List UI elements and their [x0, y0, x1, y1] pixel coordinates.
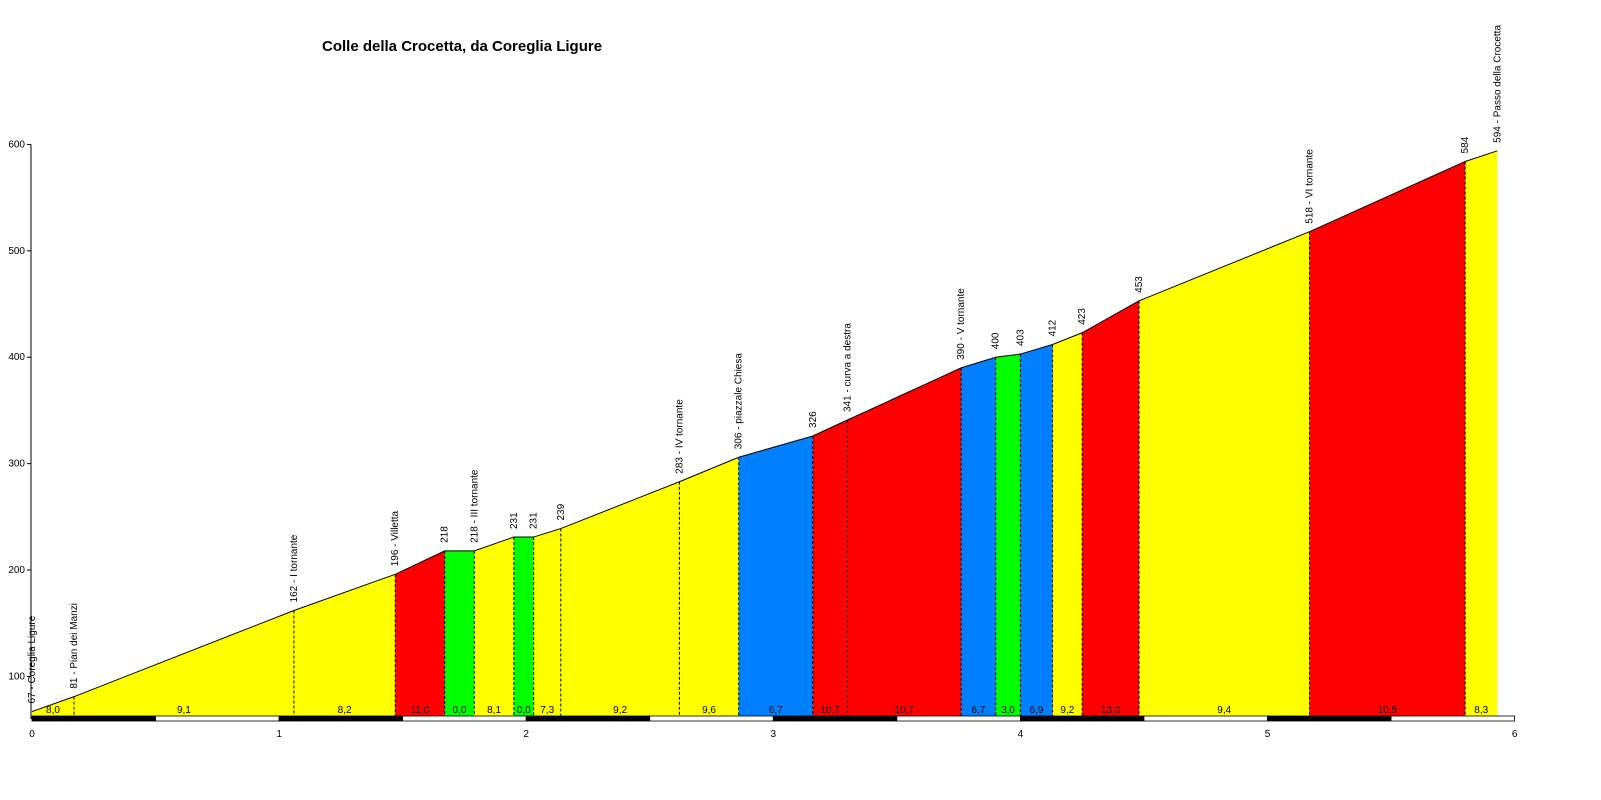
x-tick-label: 3: [771, 729, 777, 740]
distance-bar-block: [1020, 715, 1145, 722]
grade-label: 10,7: [820, 705, 840, 716]
profile-line: [31, 150, 1498, 713]
point-label: 218: [440, 526, 451, 543]
segment-fills: [32, 150, 1498, 720]
point-label: 283 - IV tornante: [674, 399, 685, 474]
segment-fill: [1082, 300, 1140, 719]
segment-fill: [847, 367, 962, 719]
point-label: 518 - VI tornante: [1305, 149, 1316, 224]
point-label: 423: [1077, 308, 1088, 325]
segment-dividers: [73, 161, 1466, 719]
distance-bar-block: [649, 715, 774, 722]
grade-label: 3,0: [1001, 705, 1015, 716]
segment-fill: [560, 481, 680, 719]
segment-fill: [1309, 161, 1466, 720]
point-label: 239: [556, 503, 567, 520]
grade-label: 9,6: [702, 705, 716, 716]
y-tick-label: 100: [8, 671, 25, 682]
grade-label: 9,4: [1217, 705, 1231, 716]
grade-label: 11,0: [411, 705, 430, 716]
segment-fill: [1052, 332, 1083, 719]
point-label: 400: [991, 332, 1002, 349]
point-label: 67 - Coreglia Ligure: [27, 615, 38, 703]
y-tick-label: 500: [8, 246, 25, 257]
segment-fill: [1139, 231, 1310, 720]
point-label: 326: [808, 411, 819, 428]
segment-fill: [679, 457, 739, 719]
segment-fill: [738, 435, 813, 719]
grade-label: 0,0: [453, 705, 467, 716]
segment-fill: [961, 357, 996, 719]
point-label: 81 - Pian dei Manzi: [69, 603, 80, 689]
distance-bar-block: [1267, 715, 1392, 722]
distance-bar-block: [772, 715, 898, 722]
y-tick-label: 400: [8, 352, 25, 363]
point-label: 218 - III tornante: [469, 469, 480, 543]
segment-fill: [395, 550, 445, 719]
distance-bar-block: [525, 715, 651, 722]
grade-label: 0,0: [517, 705, 531, 716]
grade-label: 10,5: [1378, 705, 1398, 716]
grade-labels: 8,0 9,1 8,2 11,0 0,0 8,1 0,0 7,3 9,2 9,6 6,7 10,7 10…: [46, 705, 1489, 716]
point-label: 403: [1015, 329, 1026, 346]
point-label: 306 - piazzale Chiesa: [734, 353, 745, 450]
grade-label: 9,2: [1060, 705, 1074, 716]
axes: 100 200 300 400 500 600 0 1 2 3 4 5 6: [8, 139, 1518, 740]
grade-label: 8,2: [338, 705, 352, 716]
segment-fill: [474, 537, 514, 719]
distance-bar-block: [402, 715, 527, 722]
segment-fill: [1465, 150, 1498, 720]
y-tick-label: 200: [8, 565, 25, 576]
x-tick-label: 4: [1018, 729, 1024, 740]
x-tick-label: 1: [276, 729, 282, 740]
point-label: 390 - V tornante: [956, 288, 967, 360]
point-label: 162 - I tornante: [289, 534, 300, 602]
x-tick-label: 2: [523, 729, 529, 740]
x-tick-label: 6: [1512, 729, 1518, 740]
segment-fill: [32, 696, 75, 719]
segment-fill: [513, 537, 534, 719]
segment-fill: [74, 610, 294, 719]
grade-label: 8,0: [46, 705, 60, 716]
segment-fill: [812, 420, 848, 719]
grade-label: 13,0: [1101, 705, 1121, 716]
segment-fill: [995, 354, 1021, 719]
segment-fill: [293, 574, 396, 719]
grade-label: 6,9: [1030, 705, 1044, 716]
grade-label: 7,3: [540, 705, 554, 716]
y-tick-label: 300: [8, 459, 25, 470]
distance-bar-block: [155, 715, 280, 722]
distance-bar-block: [1143, 715, 1268, 722]
point-label: 231: [529, 512, 540, 529]
x-tick-label: 0: [29, 729, 35, 740]
segment-fill: [533, 528, 561, 719]
point-label: 231: [509, 512, 520, 529]
chart-title: Colle della Crocetta, da Coreglia Ligure: [322, 38, 603, 55]
grade-label: 6,7: [971, 705, 985, 716]
grade-label: 8,1: [487, 705, 501, 716]
grade-label: 8,3: [1474, 705, 1488, 716]
profile-line-group: [31, 150, 1498, 713]
grade-label: 9,2: [613, 705, 627, 716]
point-label: 412: [1048, 319, 1059, 336]
segment-fill: [444, 550, 475, 719]
distance-bar-block: [1390, 715, 1516, 722]
point-labels: 67 - Coreglia Ligure 81 - Pian dei Manzi 1…: [27, 25, 1503, 704]
point-label: 196 - Villetta: [390, 510, 401, 566]
point-label: 453: [1134, 276, 1145, 293]
distance-bar-block: [278, 715, 404, 722]
grade-label: 9,1: [177, 705, 191, 716]
point-label: 594 - Passo della Crocetta: [1492, 25, 1503, 143]
segment-fill: [1020, 344, 1053, 719]
distance-bar-block: [896, 715, 1021, 722]
grade-label: 10,7: [895, 705, 915, 716]
point-label: 584: [1460, 136, 1471, 153]
point-label: 341 - curva a destra: [842, 323, 853, 412]
distance-bar-block: [31, 715, 156, 722]
y-tick-label: 600: [8, 139, 25, 150]
grade-label: 6,7: [769, 705, 783, 716]
x-tick-label: 5: [1265, 729, 1271, 740]
